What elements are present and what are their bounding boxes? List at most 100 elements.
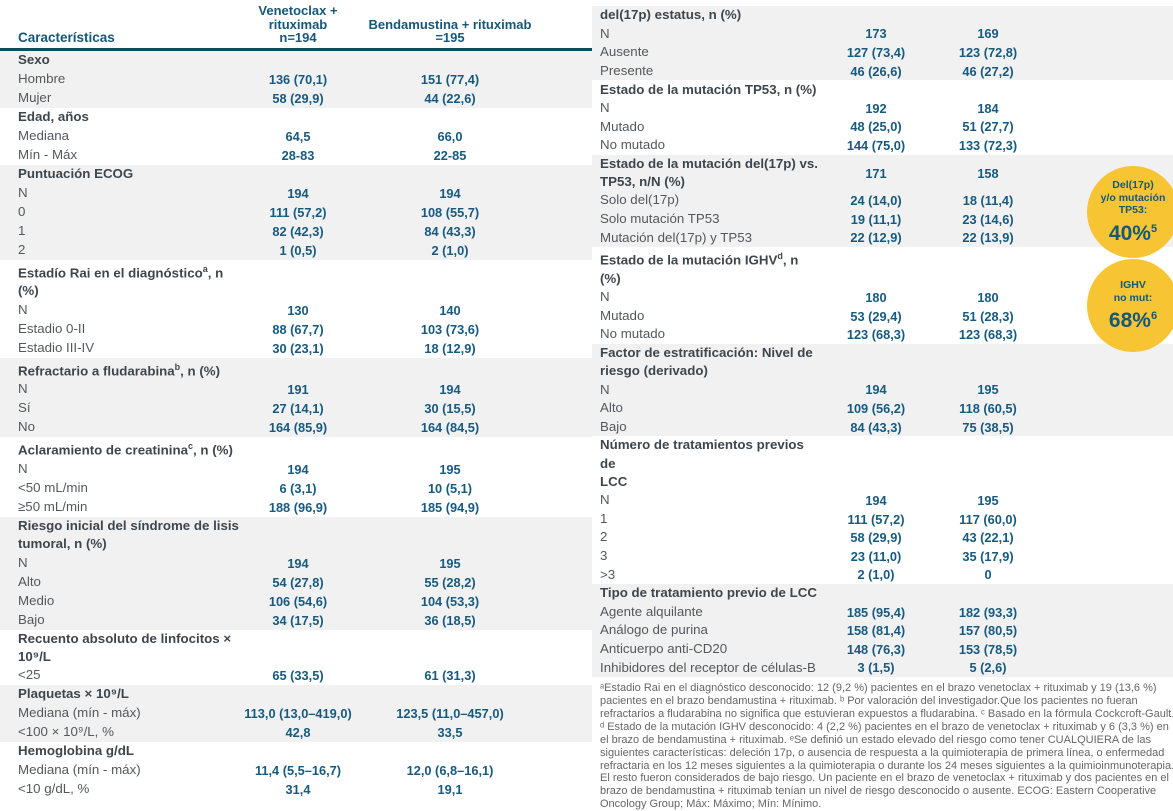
row-label: N: [600, 492, 610, 508]
section-title: Aclaramiento de creatininac, n (%): [0, 437, 242, 460]
row-value-col1: 24 (14,0): [850, 193, 902, 209]
row-label: 0: [18, 203, 26, 219]
section-title-superscript: a: [202, 263, 208, 274]
section-title-superscript: d: [777, 251, 783, 262]
row-value-col2: 104 (53,3): [420, 593, 480, 609]
row-label: N: [18, 184, 28, 200]
table-row: Anticuerpo anti-CD20 148 (76,3) 153 (78,5): [592, 640, 1173, 659]
row-value-col2: 30 (15,5): [424, 401, 476, 417]
row-label: ≥50 mL/min: [18, 499, 88, 515]
row-value-col2: 51 (27,7): [962, 119, 1014, 135]
badge-text-line: Del(17p): [1112, 179, 1154, 192]
section-title-line2: LCC: [600, 473, 628, 489]
row-label: Agente alquilante: [600, 603, 703, 619]
table-row: Sí 27 (14,1) 30 (15,5): [0, 399, 592, 418]
row-label: Presente: [600, 62, 654, 78]
section-title-text: Estado de la mutación del(17p) vs.: [600, 155, 818, 171]
section-title-suffix: , n (%): [18, 264, 224, 299]
footnotes: ᵃEstadio Rai en el diagnóstico desconoci…: [600, 682, 1173, 811]
section-title-text: Plaquetas × 10⁹/L: [18, 686, 129, 702]
table-row: 2 1 (0,5) 2 (1,0): [0, 241, 592, 260]
table-row: 1 82 (42,3) 84 (43,3): [0, 222, 592, 241]
row-value-col1: 185 (95,4): [846, 604, 906, 620]
table-row: No mutado 144 (75,0) 133 (72,3): [592, 136, 1173, 155]
table-row: Alto 54 (27,8) 55 (28,2): [0, 573, 592, 592]
row-value-col1: 188 (96,9): [268, 499, 328, 515]
section-title-text: Riesgo inicial del síndrome de lisis: [18, 517, 239, 533]
section-title-suffix: , n (%): [180, 362, 221, 378]
row-value-col2: 133 (72,3): [958, 137, 1018, 153]
badge-del17p-tp53: Del(17p) y/o mutación TP53: 40%5: [1087, 166, 1173, 258]
header-bendamustina-rituximab: Bendamustina + rituximab =195: [354, 17, 546, 45]
row-value-col2: 164 (84,5): [420, 420, 480, 436]
row-value-col1: 58 (29,9): [272, 90, 324, 106]
row-value-col2: 195: [439, 461, 461, 477]
table-row: Medio 106 (54,6) 104 (53,3): [0, 592, 592, 611]
row-label: 1: [600, 510, 608, 526]
row-value-col1: 194: [865, 382, 887, 398]
table-row: N 194 195: [592, 491, 1173, 510]
section-title-text: Estadío Rai en el diagnóstico: [18, 264, 203, 280]
table-row: Hombre 136 (70,1) 151 (77,4): [0, 70, 592, 89]
row-value-col2: 43 (22,1): [962, 530, 1014, 546]
row-label: Mujer: [18, 89, 52, 105]
row-value-col1: 194: [287, 185, 309, 201]
row-value-col1: 30 (23,1): [272, 340, 324, 356]
table-section: Estado de la mutación TP53, n (%) N 192 184…: [592, 80, 1173, 154]
row-label: Bajo: [18, 611, 45, 627]
table-row: N 173 169: [592, 25, 1173, 44]
table-row: Solo del(17p) 24 (14,0) 18 (11,4): [592, 191, 1173, 210]
section-title-row: Aclaramiento de creatininac, n (%): [0, 437, 592, 460]
row-value-col1: 191: [287, 382, 309, 398]
section-title: Plaquetas × 10⁹/L: [0, 685, 242, 703]
row-value-col1: 2 (1,0): [857, 567, 895, 583]
section-title-row: Estado de la mutación TP53, n (%): [592, 80, 1173, 99]
table-row: 0 111 (57,2) 108 (55,7): [0, 203, 592, 222]
section-title-text: Factor de estratificación: Nivel de: [600, 344, 813, 360]
table-row: Mín - Máx 28-83 22-85: [0, 146, 592, 165]
section-title-line2: 10⁹/L: [18, 648, 51, 664]
badge-value: 68%: [1108, 309, 1151, 332]
section-title-text: Refractario a fludarabina: [18, 362, 175, 378]
section-title-text: Hemoglobina g/dL: [18, 743, 134, 759]
row-value-col2: 61 (31,3): [424, 668, 476, 684]
row-value-col2: 55 (28,2): [424, 574, 476, 590]
header-col2-n: =195: [435, 30, 465, 45]
section-title-superscript: c: [187, 441, 193, 452]
row-value-col2: 123,5 (11,0–457,0): [396, 706, 504, 722]
row-value-col1: 3 (1,5): [857, 660, 895, 676]
section-title: Sexo: [0, 51, 242, 69]
row-value-col2: 36 (18,5): [424, 612, 476, 628]
row-value-col1: 144 (75,0): [846, 137, 906, 153]
section-title: Tipo de tratamiento previo de LCC: [592, 584, 820, 602]
table-section: Factor de estratificación: Nivel de riesg…: [592, 343, 1173, 437]
row-value-col1: 164 (85,9): [268, 420, 328, 436]
section-title: Número de tratamientos previos de LCC: [592, 436, 820, 491]
row-value-col1: 194: [287, 461, 309, 477]
table-row: Mediana 64,5 66,0: [0, 127, 592, 146]
table-section: Edad, años Mediana 64,5 66,0 Mín - Máx 28-83 2…: [0, 108, 592, 165]
row-label: No mutado: [600, 326, 666, 342]
section-title: Estado de la mutación TP53, n (%): [592, 81, 820, 99]
table-row: Estadio III-IV 30 (23,1) 18 (12,9): [0, 339, 592, 358]
row-value-col1: 123 (68,3): [846, 327, 906, 343]
badge-text-line: IGHV: [1120, 279, 1146, 291]
row-value-col2: 195: [977, 492, 999, 508]
table-section: Puntuación ECOG N 194 194 0 111 (57,2) 108 (55…: [0, 164, 592, 260]
table-row: Mutado 53 (29,4) 51 (28,3): [592, 307, 1173, 326]
row-value-col1: 158 (81,4): [846, 623, 906, 639]
badge-text-line: no mut:: [1113, 291, 1153, 304]
row-value-col1: 11,4 (5,5–16,7): [254, 763, 342, 779]
row-value-col1: 113,0 (13,0–419,0): [244, 706, 352, 722]
row-label: N: [600, 25, 610, 41]
table-row: N 194 195: [592, 381, 1173, 400]
row-label: N: [18, 554, 28, 570]
row-label: Alto: [600, 400, 623, 416]
table-header-row: Características Venetoclax + rituximab n…: [0, 0, 592, 51]
row-label: Mediana (mín - máx): [18, 705, 141, 721]
table-section: Refractario a fludarabinab, n (%) N 191 194…: [0, 357, 592, 438]
row-value-col1: 22 (12,9): [850, 230, 902, 246]
table-row: Mutado 48 (25,0) 51 (27,7): [592, 118, 1173, 137]
badge-reference-superscript: 5: [1150, 222, 1158, 235]
row-value-col1: 194: [865, 492, 887, 508]
